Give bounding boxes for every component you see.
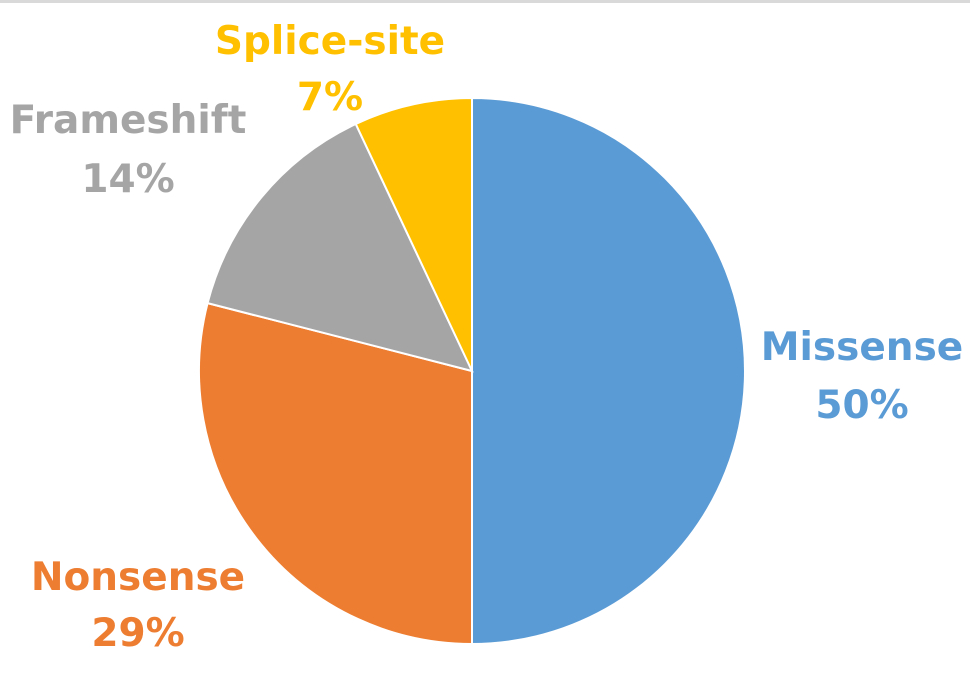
- slice-percent-label-splice-site: 7%: [297, 75, 363, 120]
- chart-top-border: [0, 0, 970, 3]
- pie-slice-splice-site: [354, 96, 473, 372]
- slice-name-label-frameshift: Frameshift: [10, 98, 247, 143]
- slice-percent-label-frameshift: 14%: [81, 157, 174, 202]
- slice-percent-label-missense: 50%: [815, 383, 908, 428]
- pie-slices: [198, 96, 746, 646]
- slice-percent-label-nonsense: 29%: [91, 611, 184, 656]
- slice-name-label-nonsense: Nonsense: [31, 555, 245, 600]
- pie-slice-nonsense: [198, 301, 473, 646]
- slice-name-label-missense: Missense: [761, 325, 963, 370]
- pie-slice-missense: [471, 96, 746, 646]
- slice-name-label-splice-site: Splice-site: [215, 19, 445, 64]
- pie-slice-frameshift: [206, 122, 474, 373]
- pie-labels: Missense 50% Nonsense 29% Frameshift 14% Splic…: [10, 19, 964, 656]
